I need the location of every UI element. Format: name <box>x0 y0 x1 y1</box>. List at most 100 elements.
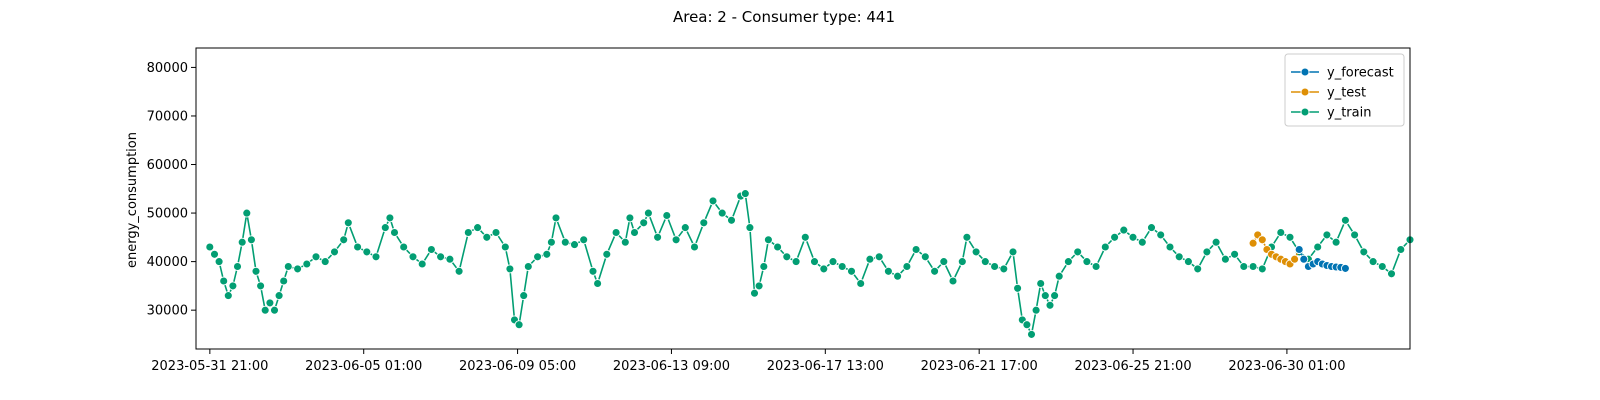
x-tick-label: 2023-06-21 17:00 <box>921 359 1038 374</box>
data-point-y_train <box>473 223 483 233</box>
data-point-y_train <box>1128 232 1138 242</box>
data-point-y_train <box>500 242 510 252</box>
legend-swatch-marker <box>1300 107 1310 117</box>
data-point-y_train <box>1091 262 1101 271</box>
data-point-y_train <box>1340 215 1350 225</box>
data-point-y_train <box>1045 300 1055 310</box>
data-point-y_train <box>417 259 427 269</box>
data-point-y_train <box>445 254 455 264</box>
data-point-y_train <box>233 262 242 271</box>
data-point-y_train <box>620 237 630 247</box>
data-point-y_train <box>1119 225 1129 235</box>
data-point-y_train <box>653 232 663 242</box>
data-point-y_train <box>283 262 293 271</box>
data-point-y_train <box>533 252 543 262</box>
data-point-y_train <box>1073 247 1083 257</box>
data-point-y_train <box>828 257 838 267</box>
x-tick-label: 2023-06-25 21:00 <box>1074 359 1191 374</box>
x-tick-label: 2023-06-13 09:00 <box>613 359 730 374</box>
data-point-y_train <box>246 235 256 245</box>
data-point-y_train <box>1387 269 1396 279</box>
data-point-y_train <box>330 247 339 257</box>
legend-swatch-marker <box>1300 87 1310 97</box>
data-point-y_train <box>837 262 847 271</box>
data-point-y_train <box>542 249 552 259</box>
data-point-y_train <box>256 281 266 291</box>
data-point-y_test <box>1290 254 1300 264</box>
data-point-y_train <box>930 266 940 276</box>
data-point-y_train <box>223 291 233 301</box>
data-point-y_train <box>671 235 681 245</box>
data-point-y_train <box>630 228 639 237</box>
data-point-y_train <box>1050 291 1060 301</box>
data-point-y_train <box>265 298 275 308</box>
data-point-y_train <box>505 264 515 274</box>
data-point-y_train <box>971 247 981 257</box>
data-point-y_train <box>371 252 381 262</box>
data-point-y_test <box>1257 235 1267 245</box>
x-tick-label: 2023-06-30 01:00 <box>1228 359 1345 374</box>
data-point-y_train <box>1257 264 1267 274</box>
data-point-y_train <box>662 211 672 220</box>
data-point-y_train <box>962 232 972 242</box>
data-point-y_train <box>782 252 792 262</box>
legend-swatch-marker <box>1300 67 1310 77</box>
data-point-y_forecast <box>1299 254 1309 264</box>
x-axis-ticks: 2023-05-31 21:00 2023-06-05 01:00 2023-06-… <box>151 349 1345 374</box>
data-point-y_train <box>210 249 219 259</box>
data-point-y_train <box>708 196 718 206</box>
data-point-y_train <box>219 276 229 286</box>
x-tick-label: 2023-06-05 01:00 <box>305 359 422 374</box>
legend: y_forecast y_test y_train <box>1284 53 1405 127</box>
data-point-y_train <box>436 252 446 262</box>
data-point-y_train <box>339 235 349 245</box>
data-point-y_train <box>810 257 819 267</box>
data-point-y_train <box>911 245 921 254</box>
data-point-y_train <box>1183 257 1193 267</box>
data-point-y_train <box>819 264 829 274</box>
data-point-y_train <box>482 232 492 242</box>
data-point-y_train <box>570 240 579 250</box>
data-point-y_train <box>463 228 473 237</box>
legend-label-y_train: y_train <box>1327 106 1371 121</box>
data-point-y_train <box>343 218 353 228</box>
data-point-y_train <box>311 252 321 262</box>
data-point-y_train <box>593 279 603 288</box>
data-point-y_train <box>1137 237 1147 247</box>
data-point-y_train <box>611 228 621 237</box>
y-axis-ticks: 30000 40000 50000 60000 70000 80000 <box>147 61 196 319</box>
data-point-y_train <box>990 262 1000 271</box>
data-point-y_train <box>1239 262 1249 271</box>
data-point-y_train <box>1322 230 1332 240</box>
data-point-y_train <box>699 218 709 228</box>
data-point-y_train <box>1147 223 1156 233</box>
data-point-y_train <box>1036 279 1046 288</box>
y-tick-label: 30000 <box>147 304 188 319</box>
data-point-y_train <box>302 259 312 269</box>
data-point-y_train <box>1211 237 1221 247</box>
data-point-y_train <box>856 279 866 288</box>
data-point-y_train <box>1396 245 1406 254</box>
data-point-y_train <box>390 228 399 237</box>
data-point-y_train <box>519 291 529 301</box>
data-point-y_train <box>800 232 810 242</box>
data-point-y_train <box>717 208 727 218</box>
data-point-y_train <box>639 218 649 228</box>
data-point-y_train <box>560 237 570 247</box>
data-point-y_train <box>625 213 635 223</box>
data-point-y_train <box>680 223 690 233</box>
data-point-y_train <box>579 235 589 245</box>
data-point-y_train <box>408 252 418 262</box>
y-tick-label: 40000 <box>147 255 188 270</box>
data-point-y_train <box>754 281 764 291</box>
data-point-y_train <box>1040 291 1050 301</box>
data-point-y_train <box>1008 247 1018 257</box>
data-point-y_train <box>1031 305 1041 315</box>
data-point-y_train <box>1082 257 1092 267</box>
data-point-y_train <box>237 237 247 247</box>
data-point-y_train <box>999 264 1009 274</box>
data-point-y_train <box>214 257 224 267</box>
series-layer <box>205 189 1415 339</box>
data-point-y_train <box>1313 242 1323 252</box>
data-point-y_train <box>883 266 893 276</box>
